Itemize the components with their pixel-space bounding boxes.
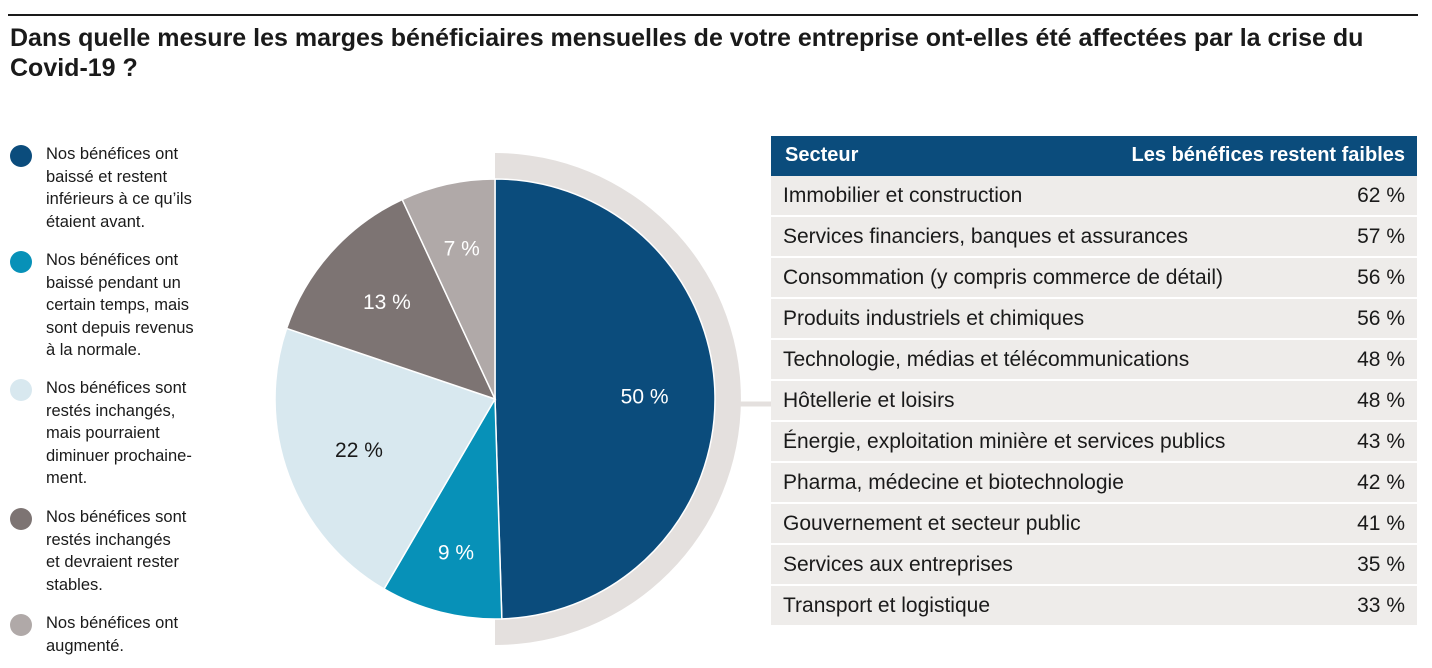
sector-value: 35 % [1357,553,1405,576]
sector-value: 33 % [1357,594,1405,617]
legend-label: Nos bénéfices sont restés inchangés et d… [46,508,187,594]
sector-name: Services financiers, banques et assuranc… [783,225,1189,248]
legend-swatch [10,508,32,530]
sector-value: 57 % [1357,225,1405,248]
sector-value: 43 % [1357,430,1405,453]
table-row: Hôtellerie et loisirs 48 % [771,381,1417,422]
pie-slice [494,178,716,620]
sector-name: Transport et logistique [783,594,990,617]
sector-value: 48 % [1357,348,1405,371]
legend-swatch [10,379,32,401]
sector-name: Produits industriels et chimiques [783,307,1085,330]
pie-slices [274,178,716,620]
table-row: Consommation (y compris commerce de déta… [771,258,1417,299]
legend-label: Nos bénéfices sont restés inchangés, mai… [46,379,192,487]
table-row: Services financiers, banques et assuranc… [771,217,1417,258]
pie-slice [382,396,503,620]
sector-value: 41 % [1357,512,1405,535]
table-row: Gouvernement et secteur public 41 % [771,504,1417,545]
sector-name: Énergie, exploitation minière et service… [783,430,1226,453]
pie-slice-label: 50 % [621,386,669,409]
table-row: Technologie, médias et télécommunication… [771,340,1417,381]
pie-chart: 50 % 9 % 22 % 13 % 7 % [274,153,771,645]
sector-name: Technologie, médias et télécommunication… [783,348,1190,371]
legend-label: Nos bénéfices ont augmenté. [46,614,179,655]
legend-swatch [10,614,32,636]
legend-label: Nos bénéfices ont baissé pendant un cert… [46,251,194,359]
sector-name: Consommation (y compris commerce de déta… [783,266,1223,289]
sector-value: 48 % [1357,389,1405,412]
sector-value: 56 % [1357,307,1405,330]
sector-value: 56 % [1357,266,1405,289]
column-header-sector: Secteur [785,144,859,166]
legend-swatch [10,145,32,167]
pie-slice-label: 7 % [444,238,480,261]
pie-slice [274,327,497,590]
top-rule [8,14,1418,16]
table-row: Transport et logistique 33 % [771,586,1417,627]
pie-labels: 50 % 9 % 22 % 13 % 7 % [335,238,668,565]
sector-name: Services aux entreprises [783,553,1013,576]
table-row: Produits industriels et chimiques 56 % [771,299,1417,340]
pie-slice [401,178,496,400]
legend-swatch [10,251,32,273]
table-header: Secteur Les bénéfices restent faibles [771,136,1417,176]
pie-slice [285,198,497,401]
sector-name: Gouvernement et secteur public [783,512,1081,535]
table-row: Énergie, exploitation minière et service… [771,422,1417,463]
table-body: Immobilier et construction 62 % Services f… [771,176,1417,627]
sector-value: 62 % [1357,184,1405,207]
table-row: Immobilier et construction 62 % [771,176,1417,217]
pie-slice-label: 13 % [363,291,411,314]
sector-name: Immobilier et construction [783,184,1023,207]
sector-name: Hôtellerie et loisirs [783,389,955,412]
pie-slice-label: 22 % [335,439,383,462]
pie-slice-label: 9 % [438,542,474,565]
sector-value: 42 % [1357,471,1405,494]
legend-label: Nos bénéfices ont baissé et restent infé… [46,145,192,231]
table-row: Services aux entreprises 35 % [771,545,1417,586]
column-header-value: Les bénéfices restent faibles [1131,144,1405,166]
sector-name: Pharma, médecine et biotechnologie [783,471,1124,494]
table-row: Pharma, médecine et biotechnologie 42 % [771,463,1417,504]
sector-table: Secteur Les bénéfices restent faibles Im… [771,136,1417,627]
chart-title: Dans quelle mesure les marges bénéficiai… [10,24,1364,82]
